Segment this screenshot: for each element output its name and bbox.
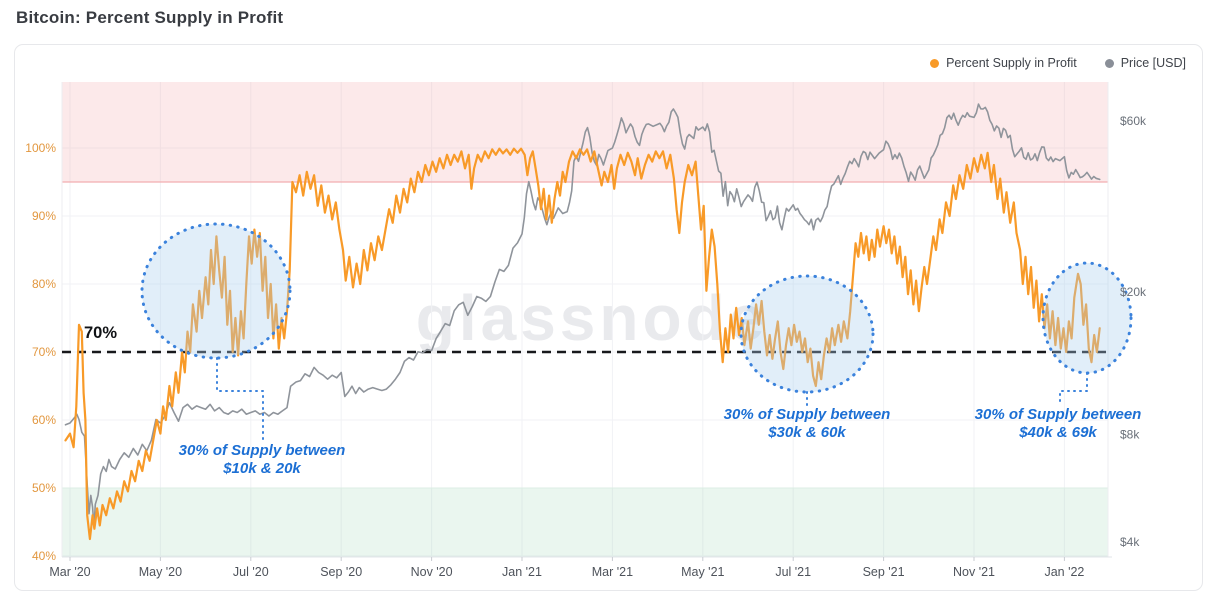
annotation-text-line1: 30% of Supply between xyxy=(974,406,1142,423)
highlight-ellipse-1 xyxy=(140,222,292,360)
percent-supply-in-profit-line xyxy=(64,147,1101,541)
right-axis-tick-label: $4k xyxy=(1120,535,1140,549)
highlight-ellipse-3 xyxy=(1041,261,1133,375)
left-axis-tick-label: 100% xyxy=(25,141,56,155)
legend-label-percent-supply: Percent Supply in Profit xyxy=(946,56,1077,70)
chart-card xyxy=(14,44,1203,591)
x-axis-tick-label: Jan '21 xyxy=(502,565,542,579)
left-axis-tick-label: 40% xyxy=(32,549,56,563)
annotation-supply-40k-69k: 30% of Supply between $40k & 69k xyxy=(975,406,1142,443)
x-axis-tick-label: Jul '21 xyxy=(775,565,811,579)
chart-legend: Percent Supply in Profit Price [USD] xyxy=(930,56,1186,70)
left-axis-tick-label: 50% xyxy=(32,481,56,495)
left-axis-tick-label: 90% xyxy=(32,209,56,223)
x-axis-tick-label: May '21 xyxy=(681,565,724,579)
annotation-supply-30k-60k: 30% of Supply between $30k & 60k xyxy=(724,406,891,443)
annotation-connector-1 xyxy=(216,357,264,442)
x-axis-tick-label: Sep '20 xyxy=(320,565,362,579)
left-axis-tick-label: 60% xyxy=(32,413,56,427)
x-axis-tick-label: Sep '21 xyxy=(863,565,905,579)
annotation-supply-10k-20k: 30% of Supply between $10k & 20k xyxy=(179,442,346,479)
highlight-ellipse-2 xyxy=(739,274,875,394)
annotation-text-line2: $30k & 60k xyxy=(768,424,846,442)
x-axis-tick-label: Mar '20 xyxy=(49,565,90,579)
threshold-70-percent-label: 70% xyxy=(84,324,118,342)
legend-dot-price-icon xyxy=(1104,58,1114,68)
legend-item-percent-supply-in-profit[interactable]: Percent Supply in Profit xyxy=(930,56,1077,70)
price-usd-line xyxy=(64,103,1101,529)
right-axis-tick-label: $60k xyxy=(1120,114,1147,128)
legend-label-price: Price [USD] xyxy=(1120,56,1186,70)
legend-item-price-usd[interactable]: Price [USD] xyxy=(1104,56,1186,70)
page-title: Bitcoin: Percent Supply in Profit xyxy=(16,8,284,27)
x-axis-tick-label: Jul '20 xyxy=(233,565,269,579)
left-axis-tick-label: 70% xyxy=(32,345,56,359)
x-axis-tick-label: Jan '22 xyxy=(1044,565,1084,579)
right-axis-tick-label: $8k xyxy=(1120,427,1140,441)
annotation-text-line2: $10k & 20k xyxy=(223,460,301,478)
annotation-connector-3 xyxy=(1059,372,1088,405)
annotation-text-line1: 30% of Supply between xyxy=(723,406,891,423)
x-axis-tick-label: May '20 xyxy=(139,565,182,579)
band-below-50-percent xyxy=(62,488,1108,557)
annotation-text-line1: 30% of Supply between xyxy=(178,442,346,459)
glassnode-watermark: glassnode xyxy=(415,282,769,354)
x-axis-tick-label: Nov '20 xyxy=(411,565,453,579)
right-axis-tick-label: $20k xyxy=(1120,285,1147,299)
left-axis-tick-label: 80% xyxy=(32,277,56,291)
x-axis-tick-label: Mar '21 xyxy=(592,565,633,579)
annotation-text-line2: $40k & 69k xyxy=(1019,424,1097,442)
legend-dot-percent-supply-icon xyxy=(930,58,940,68)
x-axis-tick-label: Nov '21 xyxy=(953,565,995,579)
